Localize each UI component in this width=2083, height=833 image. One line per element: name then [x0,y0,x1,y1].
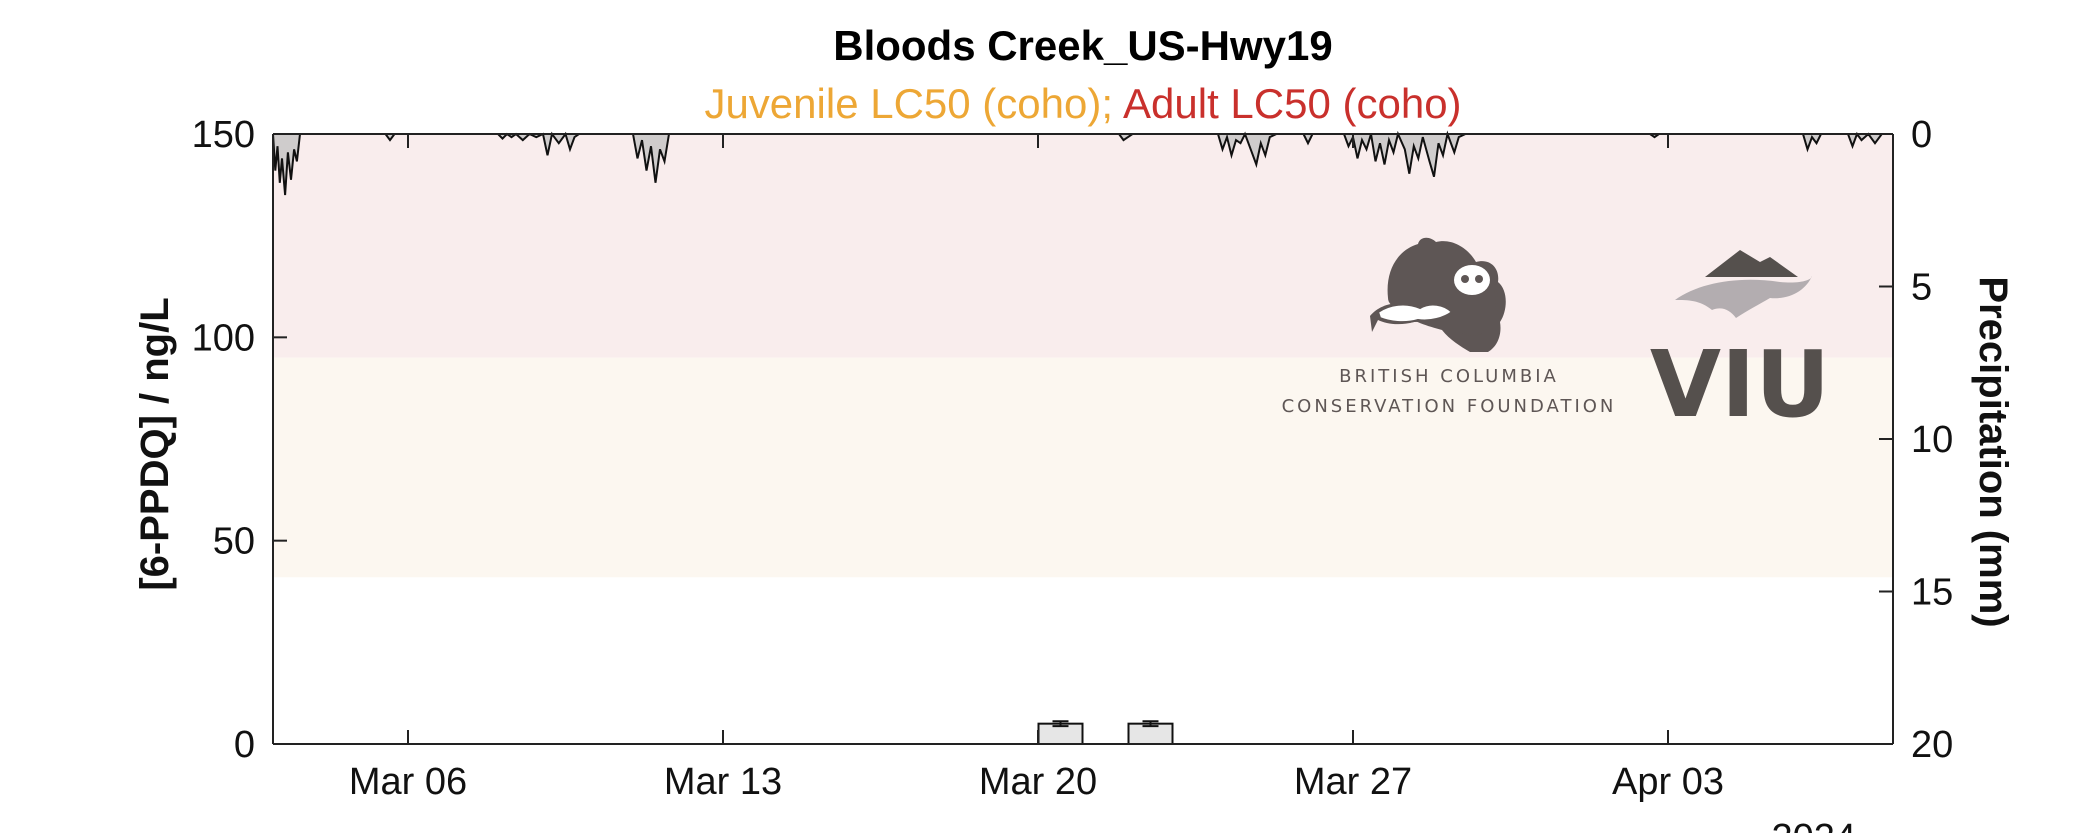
threshold-bands [273,134,1893,578]
concentration-error-bar [1052,720,1069,728]
threshold-band-0 [273,134,1893,358]
y-tick-label: 100 [192,317,255,359]
y-tick-label: 150 [192,114,255,156]
adult-legend-label: Adult LC50 (coho) [1123,80,1462,127]
y-tick-label: 50 [213,521,255,563]
x-tick-label: Mar 27 [1294,761,1412,803]
y-tick-label: 0 [234,724,255,766]
concentration-bars [1037,720,1174,746]
precipitation-series [272,130,1893,196]
bccf-logo: BRITISH COLUMBIA CONSERVATION FOUNDATION [1282,237,1617,417]
threshold-band-1 [273,357,1893,578]
precipitation-line [272,130,1893,196]
x-tick-label: Mar 13 [664,761,782,803]
owl-eye-left [1461,275,1469,283]
x-tick-label: Apr 03 [1612,761,1724,803]
x-tick-label: Mar 06 [349,761,467,803]
bccf-logo-line2: CONSERVATION FOUNDATION [1282,396,1617,417]
y-right-tick-label: 15 [1911,572,1953,614]
owl-face [1454,265,1490,295]
chart-title: Bloods Creek_US-Hwy19 [833,22,1333,69]
y-right-tick-label: 20 [1911,724,1953,766]
viu-logo-text: VIU [1650,331,1830,438]
y-axis-label: [6-PPDQ] / ng/L [133,297,177,590]
y-right-tick-label: 0 [1911,114,1932,156]
y-axis-right-ticks: 0 5 10 15 20 [1879,114,1953,766]
y-axis-right-label: Precipitation (mm) [1971,276,2015,627]
legend-separator: ; [1101,80,1113,127]
feather-icon [1675,276,1812,318]
juvenile-legend-label: Juvenile LC50 (coho) [704,80,1101,127]
bccf-logo-line1: BRITISH COLUMBIA [1339,366,1559,387]
y-axis-left-ticks: 0 50 100 150 [192,114,287,766]
concentration-error-bar [1142,720,1159,728]
x-tick-label: Mar 20 [979,761,1097,803]
viu-logo: VIU [1650,250,1830,438]
year-label: 2024 [1771,817,1856,833]
x-axis-ticks: Mar 06 Mar 13 Mar 20 Mar 27 Apr 03 [349,134,1724,803]
salmon-icon [1376,303,1454,324]
mountain-icon [1705,250,1798,277]
y-right-tick-label: 5 [1911,267,1932,309]
y-right-tick-label: 10 [1911,419,1953,461]
chart-subtitle: Juvenile LC50 (coho); Adult LC50 (coho) [704,80,1461,127]
owl-eye-right [1475,275,1483,283]
